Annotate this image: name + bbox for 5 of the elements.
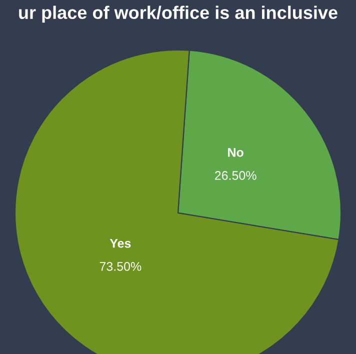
slice-label: No — [228, 148, 244, 157]
data-label: 26.50% — [215, 171, 256, 180]
slice-label: Yes — [110, 239, 131, 248]
chart-title: ur place of work/office is an inclusive — [19, 6, 338, 23]
data-label: 73.50% — [100, 262, 142, 271]
